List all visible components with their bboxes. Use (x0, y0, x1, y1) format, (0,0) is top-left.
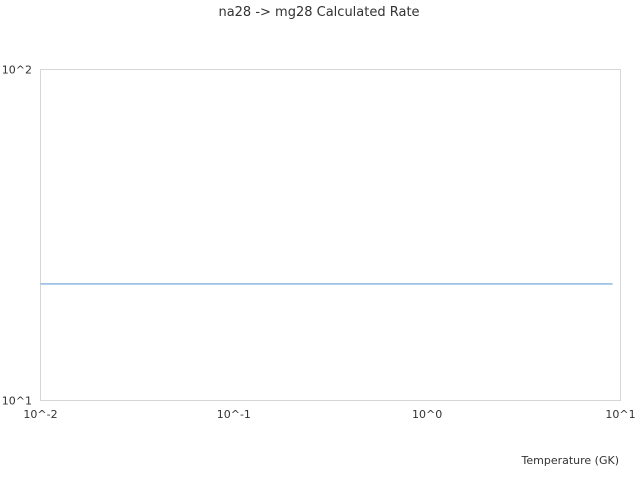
plot-area (40, 69, 621, 401)
x-tick-label: 10^0 (412, 408, 442, 421)
y-tick-label: 10^2 (2, 64, 32, 77)
y-tick-label: 10^1 (2, 395, 32, 408)
x-tick-label: 10^1 (605, 408, 635, 421)
x-axis-label: Temperature (GK) (521, 454, 620, 467)
chart-title: na28 -> mg28 Calculated Rate (218, 5, 419, 20)
x-tick-label: 10^-1 (217, 408, 251, 421)
x-tick-label: 10^-2 (23, 408, 57, 421)
